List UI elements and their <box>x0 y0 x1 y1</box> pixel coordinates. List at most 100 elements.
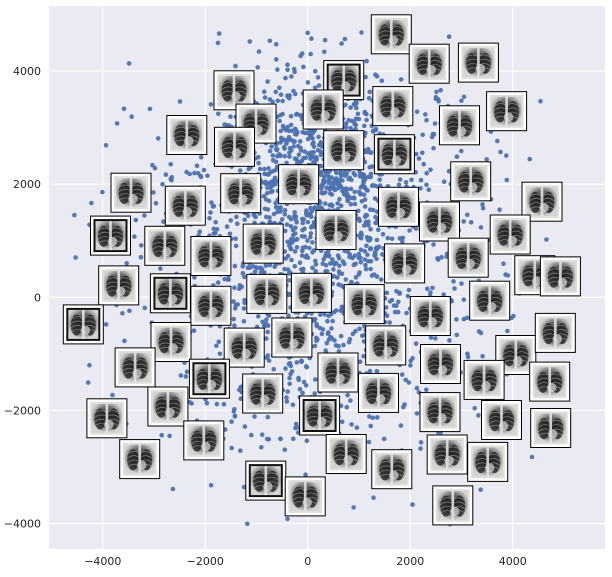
scatter-point <box>72 212 77 218</box>
scatter-point <box>232 285 237 291</box>
scatter-point <box>228 218 234 223</box>
scatter-point <box>374 369 380 374</box>
chest-xray-thumbnail <box>539 256 581 297</box>
scatter-point <box>358 259 364 265</box>
chest-xray-thumbnail <box>278 164 320 205</box>
scatter-point <box>392 309 398 315</box>
scatter-point <box>126 61 132 66</box>
scatter-point <box>198 174 204 180</box>
scatter-point <box>271 211 277 217</box>
scatter-point <box>365 252 370 257</box>
scatter-point <box>356 251 362 257</box>
scatter-point <box>283 228 288 234</box>
chest-xray-thumbnail <box>384 243 426 284</box>
scatter-point <box>256 49 262 54</box>
scatter-point <box>311 144 317 149</box>
scatter-point <box>291 144 297 149</box>
y-tick-label: −2000 <box>4 404 41 417</box>
scatter-point <box>346 194 352 200</box>
scatter-point <box>285 253 291 259</box>
scatter-point <box>265 323 271 329</box>
scatter-point <box>406 287 412 293</box>
scatter-point <box>362 123 367 129</box>
scatter-point <box>338 333 344 339</box>
scatter-point <box>399 372 405 377</box>
scatter-point <box>274 147 280 153</box>
chest-xray-thumbnail <box>190 285 232 326</box>
scatter-point <box>431 242 436 247</box>
chest-xray-thumbnail <box>408 43 450 84</box>
scatter-point <box>344 404 350 410</box>
scatter-point <box>303 472 308 478</box>
scatter-point <box>281 144 287 150</box>
scatter-point <box>350 331 356 337</box>
scatter-point <box>418 177 424 183</box>
scatter-point <box>509 315 514 321</box>
scatter-point <box>303 383 309 388</box>
scatter-point <box>323 170 329 175</box>
scatter-point <box>213 219 218 225</box>
scatter-point <box>418 446 423 451</box>
x-tick-label: −4000 <box>84 555 121 568</box>
scatter-point <box>287 95 292 101</box>
scatter-point <box>299 253 305 258</box>
scatter-point <box>476 329 482 334</box>
scatter-point <box>367 368 373 374</box>
scatter-point <box>301 217 307 222</box>
scatter-point <box>247 265 253 271</box>
scatter-point <box>133 217 139 223</box>
chest-xray-thumbnail <box>114 347 156 388</box>
scatter-point <box>294 111 300 117</box>
chest-xray-thumbnail <box>426 434 468 475</box>
scatter-point <box>303 254 309 260</box>
scatter-point <box>233 63 238 69</box>
scatter-point <box>292 210 298 215</box>
scatter-point <box>265 207 271 212</box>
scatter-point <box>294 245 300 250</box>
scatter-point <box>279 217 285 222</box>
scatter-point <box>316 134 321 140</box>
scatter-point <box>465 212 470 218</box>
scatter-point <box>142 213 147 218</box>
scatter-point <box>342 261 347 267</box>
scatter-point <box>459 148 464 154</box>
scatter-point <box>360 333 365 339</box>
scatter-point <box>349 422 354 427</box>
scatter-point <box>420 132 426 138</box>
scatter-point <box>266 166 271 171</box>
scatter-point <box>308 205 313 211</box>
scatter-point <box>377 183 383 188</box>
scatter-point <box>313 68 318 74</box>
scatter-point <box>338 308 343 313</box>
scatter-point <box>396 299 401 305</box>
scatter-point <box>410 356 415 361</box>
scatter-point <box>100 189 105 195</box>
scatter-point <box>168 162 173 167</box>
scatter-point <box>361 192 367 197</box>
scatter-point <box>291 232 296 238</box>
scatter-point <box>461 316 467 322</box>
scatter-point <box>297 139 303 144</box>
x-tick-label: 0 <box>304 555 311 568</box>
chest-xray-thumbnail <box>150 322 192 362</box>
chest-xray-thumbnail <box>365 325 407 366</box>
scatter-point <box>345 392 350 398</box>
scatter-point <box>351 505 356 510</box>
scatter-point <box>365 237 371 243</box>
chest-xray-thumbnail <box>469 280 511 321</box>
scatter-point <box>414 151 419 157</box>
scatter-point <box>264 190 270 196</box>
scatter-point <box>240 264 245 269</box>
scatter-point <box>263 263 269 268</box>
scatter-point <box>159 432 164 438</box>
scatter-point <box>311 248 317 253</box>
scatter-point <box>259 432 265 438</box>
scatter-point <box>321 191 326 196</box>
scatter-point <box>408 363 413 368</box>
scatter-point <box>267 148 273 154</box>
scatter-point <box>431 131 437 137</box>
scatter-point <box>367 165 373 170</box>
scatter-point <box>315 148 321 153</box>
chest-xray-thumbnail <box>214 126 255 167</box>
scatter-point <box>85 380 91 385</box>
